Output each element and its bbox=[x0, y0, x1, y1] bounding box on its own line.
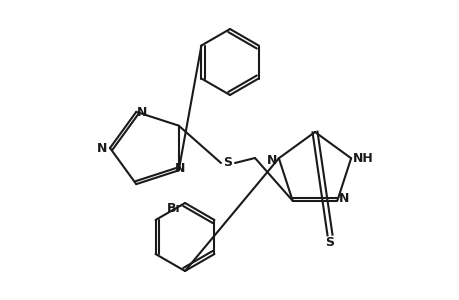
Text: N: N bbox=[174, 162, 185, 175]
Text: N: N bbox=[96, 142, 107, 155]
Text: N: N bbox=[137, 106, 147, 119]
Text: N: N bbox=[266, 154, 276, 167]
Text: S: S bbox=[325, 236, 334, 250]
Text: NH: NH bbox=[352, 152, 373, 165]
Text: N: N bbox=[338, 192, 349, 205]
Text: Br: Br bbox=[167, 202, 182, 214]
Text: S: S bbox=[223, 157, 232, 169]
